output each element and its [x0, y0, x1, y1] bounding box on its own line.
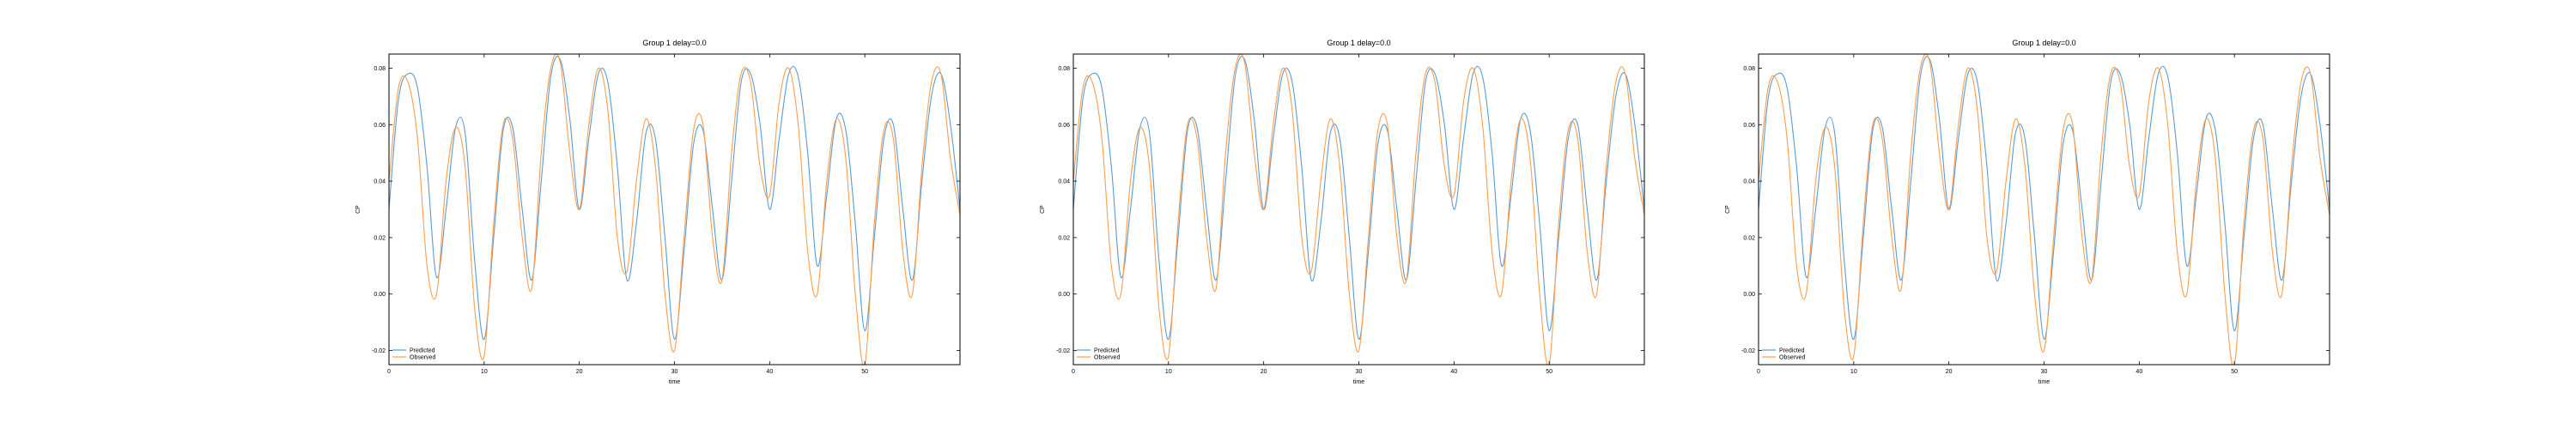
x-tick-label: 30 [2041, 369, 2048, 375]
y-tick-label: 0.08 [1058, 66, 1070, 72]
chart-title: Group 1 delay=0.0 [2012, 39, 2075, 47]
y-tick-label: 0.00 [1743, 292, 1755, 298]
chart-panel-3: 0 10 20 30 40 50 -0.02 0.00 0.02 0.04 0.06 0.08 Grou… [1725, 39, 2330, 385]
x-tick-label: 30 [1356, 369, 1363, 375]
legend-label-predicted: Predicted [410, 348, 435, 354]
x-axis-label: time [669, 379, 680, 385]
x-tick-label: 40 [766, 369, 773, 375]
y-tick-label: 0.02 [1058, 235, 1070, 241]
x-tick-label: 0 [1072, 369, 1075, 375]
plot-frame [1072, 53, 1645, 366]
series-line-predicted [1759, 56, 2330, 340]
chart-title: Group 1 delay=0.0 [1327, 39, 1390, 47]
x-tick-label: 20 [1946, 369, 1953, 375]
y-tick-label: 0.06 [1743, 123, 1755, 129]
legend-label-predicted: Predicted [1779, 348, 1805, 354]
y-axis-label: CP [1725, 205, 1731, 214]
x-tick-label: 0 [387, 369, 391, 375]
x-tick-label: 10 [1850, 369, 1857, 375]
x-tick-label: 30 [671, 369, 678, 375]
y-tick-label: 0.04 [374, 179, 386, 185]
series-line-observed [1759, 54, 2330, 365]
x-tick-label: 40 [1450, 369, 1457, 375]
chart-panel-2: 0 10 20 30 40 50 -0.02 0.00 0.02 0.04 0.06 0.08 Grou… [1040, 39, 1645, 385]
x-tick-label: 50 [1546, 369, 1552, 375]
y-tick-label: 0.04 [1743, 179, 1755, 185]
plot-frame [388, 53, 961, 366]
series-line-observed [389, 54, 960, 365]
chart-title: Group 1 delay=0.0 [642, 39, 706, 47]
x-tick-label: 50 [2231, 369, 2238, 375]
y-tick-label: 0.08 [1743, 66, 1755, 72]
x-tick-label: 20 [576, 369, 583, 375]
y-tick-label: -0.02 [1741, 348, 1755, 354]
y-tick-label: 0.06 [374, 123, 386, 129]
y-tick-label: 0.02 [374, 235, 386, 241]
legend-label-observed: Observed [1779, 355, 1805, 361]
x-tick-label: 50 [861, 369, 868, 375]
series-group [389, 54, 960, 365]
series-line-predicted [1073, 56, 1644, 340]
chart-panel-1: 0 10 20 30 40 50 -0.02 0.00 0.02 0.04 0.06 0.08 Grou… [355, 39, 961, 385]
plot-frame [1758, 53, 2330, 366]
series-line-observed [1073, 54, 1644, 365]
y-tick-label: 0.08 [374, 66, 386, 72]
y-tick-label: -0.02 [372, 348, 386, 354]
y-axis-label: CP [355, 205, 361, 214]
y-tick-label: 0.00 [374, 292, 386, 298]
x-axis-label: time [2038, 379, 2050, 385]
legend-label-observed: Observed [410, 355, 435, 361]
x-tick-label: 10 [481, 369, 488, 375]
y-tick-label: -0.02 [1056, 348, 1070, 354]
x-axis-label: time [1353, 379, 1364, 385]
y-axis-label: CP [1040, 205, 1046, 214]
series-line-predicted [389, 56, 960, 340]
series-group [1759, 54, 2330, 365]
legend-label-predicted: Predicted [1094, 348, 1120, 354]
x-tick-label: 20 [1261, 369, 1267, 375]
y-tick-label: 0.06 [1058, 123, 1070, 129]
legend-label-observed: Observed [1094, 355, 1120, 361]
x-tick-label: 0 [1757, 369, 1760, 375]
y-tick-label: 0.02 [1743, 235, 1755, 241]
series-group [1073, 54, 1644, 365]
x-tick-label: 40 [2136, 369, 2142, 375]
x-tick-label: 10 [1165, 369, 1172, 375]
y-tick-label: 0.00 [1058, 292, 1070, 298]
y-tick-label: 0.04 [1058, 179, 1070, 185]
